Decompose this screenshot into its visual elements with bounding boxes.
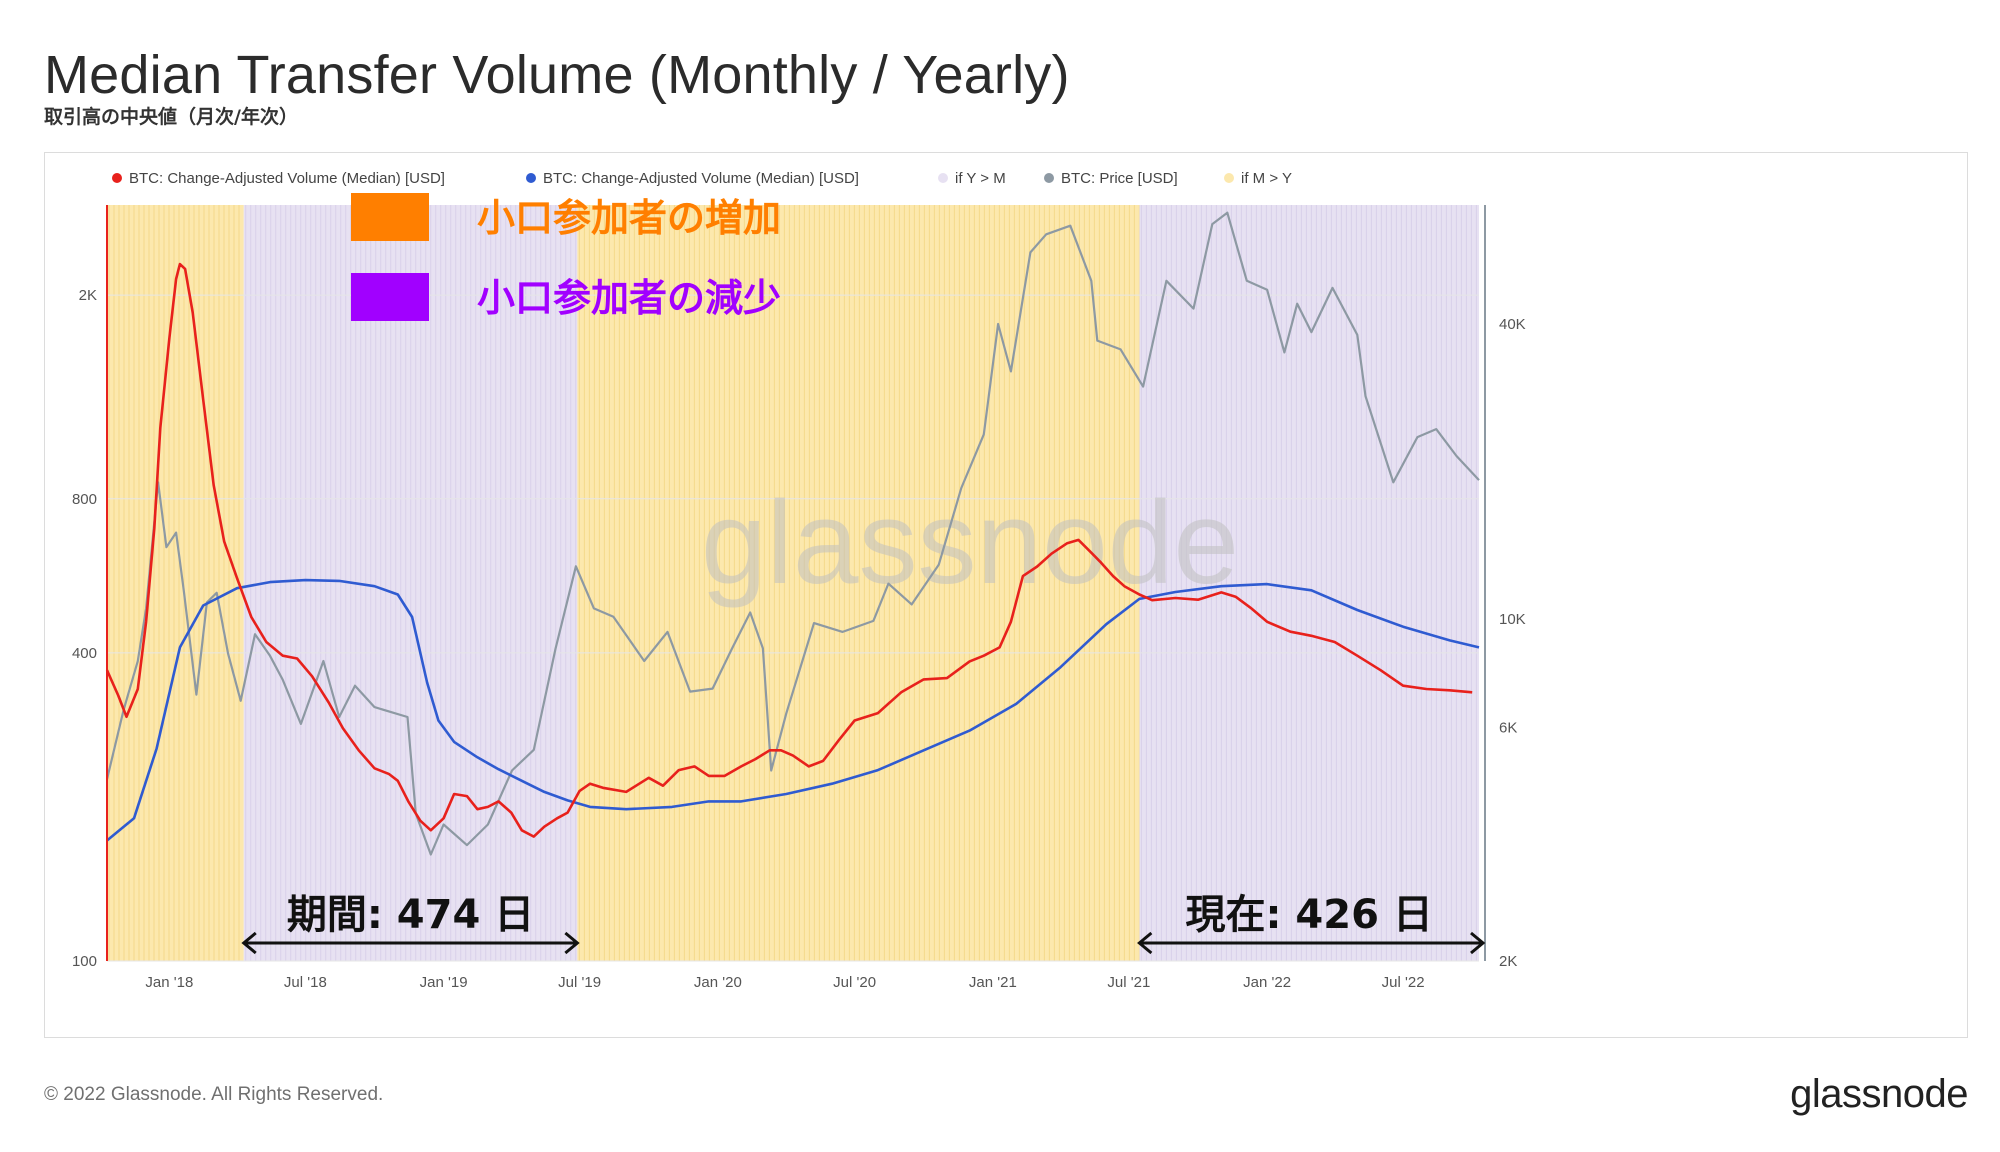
chart-canvas: BTC: Change-Adjusted Volume (Median) [US… (72, 170, 1526, 991)
legend-item-label: BTC: Change-Adjusted Volume (Median) [US… (543, 170, 859, 187)
x-tick-label: Jul '19 (558, 974, 601, 991)
decrease-swatch (351, 273, 429, 321)
x-tick-label: Jul '22 (1382, 974, 1425, 991)
series-volume-monthly (105, 262, 1473, 838)
legend-item-label: BTC: Price [USD] (1061, 170, 1178, 187)
chart-panel: BTC: Change-Adjusted Volume (Median) [US… (44, 152, 1968, 1038)
x-tick-label: Jan '22 (1243, 974, 1291, 991)
page-title: Median Transfer Volume (Monthly / Yearly… (44, 45, 1070, 105)
y-left-tick-label: 100 (72, 953, 97, 970)
series-volume-yearly (106, 578, 1480, 842)
region-band (107, 205, 244, 961)
axis-layer: 100 400 800 2K 2K 6K 10K 40K Jan '18 Jul '18 Jan '… (72, 205, 1526, 991)
region-hatch (578, 205, 1140, 961)
x-tick-label: Jan '19 (420, 974, 468, 991)
glassnode-logo[interactable]: glassnode (1790, 1072, 1968, 1116)
y-right-tick-label: 2K (1499, 953, 1517, 970)
y-right-tick-label: 6K (1499, 719, 1517, 736)
current-arrow-head-right (1470, 931, 1486, 955)
period-label: 期間: 474 日 (287, 892, 534, 938)
y-left-tick-label: 800 (72, 491, 97, 508)
grid-layer (107, 294, 1479, 962)
y-right-tick-label: 40K (1499, 316, 1526, 333)
increase-label: 小口参加者の増加 (477, 196, 781, 240)
period-arrow-head-left (241, 931, 257, 955)
x-tick-label: Jan '18 (145, 974, 193, 991)
legend-item-label: if Y > M (955, 170, 1006, 187)
legend-marker (1044, 173, 1054, 183)
current-arrow-head-left (1137, 931, 1153, 955)
period-arrow (241, 931, 580, 955)
x-tick-label: Jan '20 (694, 974, 742, 991)
y-right-tick-label: 10K (1499, 611, 1526, 628)
page-subtitle: 取引高の中央値（月次/年次） (44, 106, 298, 128)
legend-item-label: BTC: Change-Adjusted Volume (Median) [US… (129, 170, 445, 187)
period-arrow-head-right (564, 931, 580, 955)
x-tick-label: Jul '18 (284, 974, 327, 991)
series-btc-price (105, 211, 1480, 856)
y-left-tick-label: 2K (79, 287, 97, 304)
current-label: 現在: 426 日 (1186, 892, 1433, 938)
decrease-label: 小口参加者の減少 (477, 276, 781, 320)
x-tick-label: Jul '21 (1107, 974, 1150, 991)
region-hatch (108, 205, 240, 961)
chart-legend: BTC: Change-Adjusted Volume (Median) [US… (112, 170, 1292, 187)
watermark-text: glassnode (701, 477, 1239, 609)
x-tick-label: Jul '20 (833, 974, 876, 991)
series-layer (105, 211, 1480, 856)
increase-swatch (351, 193, 429, 241)
legend-item-label: if M > Y (1241, 170, 1292, 187)
legend-marker (526, 173, 536, 183)
legend-marker (112, 173, 122, 183)
region-hatch (245, 205, 577, 961)
current-arrow (1137, 931, 1486, 955)
y-left-tick-label: 400 (72, 645, 97, 662)
legend-marker (938, 173, 948, 183)
legend-marker (1224, 173, 1234, 183)
copyright-text: © 2022 Glassnode. All Rights Reserved. (44, 1084, 384, 1105)
x-tick-label: Jan '21 (969, 974, 1017, 991)
watermark-layer: glassnode (701, 477, 1239, 609)
region-band (577, 205, 1140, 961)
